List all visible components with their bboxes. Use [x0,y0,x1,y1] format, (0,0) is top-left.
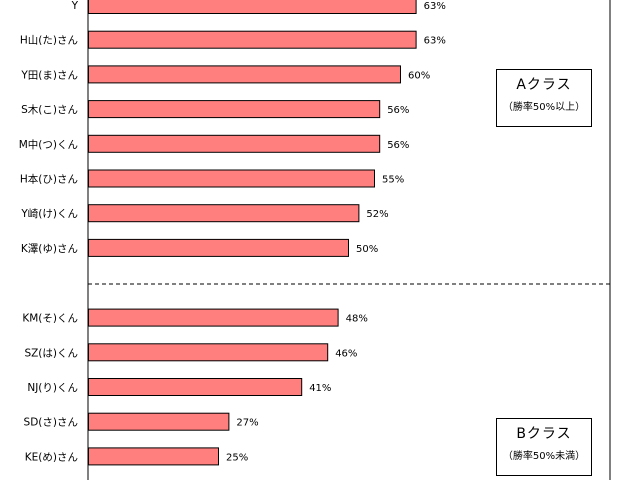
category-label: M中(つ)くん [19,138,78,151]
category-label: KM(そ)くん [22,313,78,325]
value-label: 41% [309,383,331,394]
category-label: NJ(り)くん [27,382,78,394]
bar [88,378,303,396]
bar [88,65,401,84]
value-label: 60% [408,70,430,81]
category-label: S木(こ)さん [21,104,78,116]
bar [88,100,381,119]
class-b-title: Bクラス [516,426,572,442]
value-label: 63% [424,36,446,47]
category-label: SD(さ)さん [24,417,78,429]
class-a-subtitle: （勝率50%以上） [502,102,586,113]
category-label: H本(ひ)さん [20,173,78,186]
bar [88,238,349,257]
bar [88,447,219,466]
bar [88,169,375,188]
bar [88,134,381,153]
bar [88,0,417,14]
bars-layer [88,0,417,466]
category-label: Y崎(け)くん [20,207,78,220]
category-label: Y [71,0,79,12]
class-b-legend: Bクラス （勝率50%未満） [496,418,592,476]
bar [88,308,339,327]
value-label: 63% [424,1,446,12]
category-label: K澤(ゆ)さん [21,243,78,255]
value-label: 46% [335,348,357,359]
bar [88,343,329,362]
bar [88,30,417,49]
class-b-subtitle: （勝率50%未満） [502,451,586,462]
value-label: 50% [356,244,378,255]
category-label: H山(た)さん [20,35,78,47]
category-label: Y田(ま)さん [20,69,78,81]
value-label: 25% [226,452,248,463]
value-label: 56% [387,140,409,151]
value-label: 55% [382,175,404,186]
bar [88,412,230,431]
category-labels-layer: Y H山(た)さん Y田(ま)さん S木(こ)さん M中(つ)くん H本(ひ)さん Y崎(け… [19,0,79,463]
category-label: SZ(は)くん [24,347,78,359]
value-label: 52% [366,209,388,220]
bar [88,204,360,223]
class-a-title: Aクラス [516,77,572,93]
value-label: 27% [236,418,258,429]
value-label: 48% [346,314,368,325]
category-label: KE(め)さん [25,451,78,463]
value-label: 56% [387,105,409,116]
value-labels-layer: 63% 63% 60% 56% 56% 55% 52% 50% 48% 46% 41% 27% 25% [226,1,446,463]
class-a-legend: Aクラス （勝率50%以上） [496,69,592,127]
